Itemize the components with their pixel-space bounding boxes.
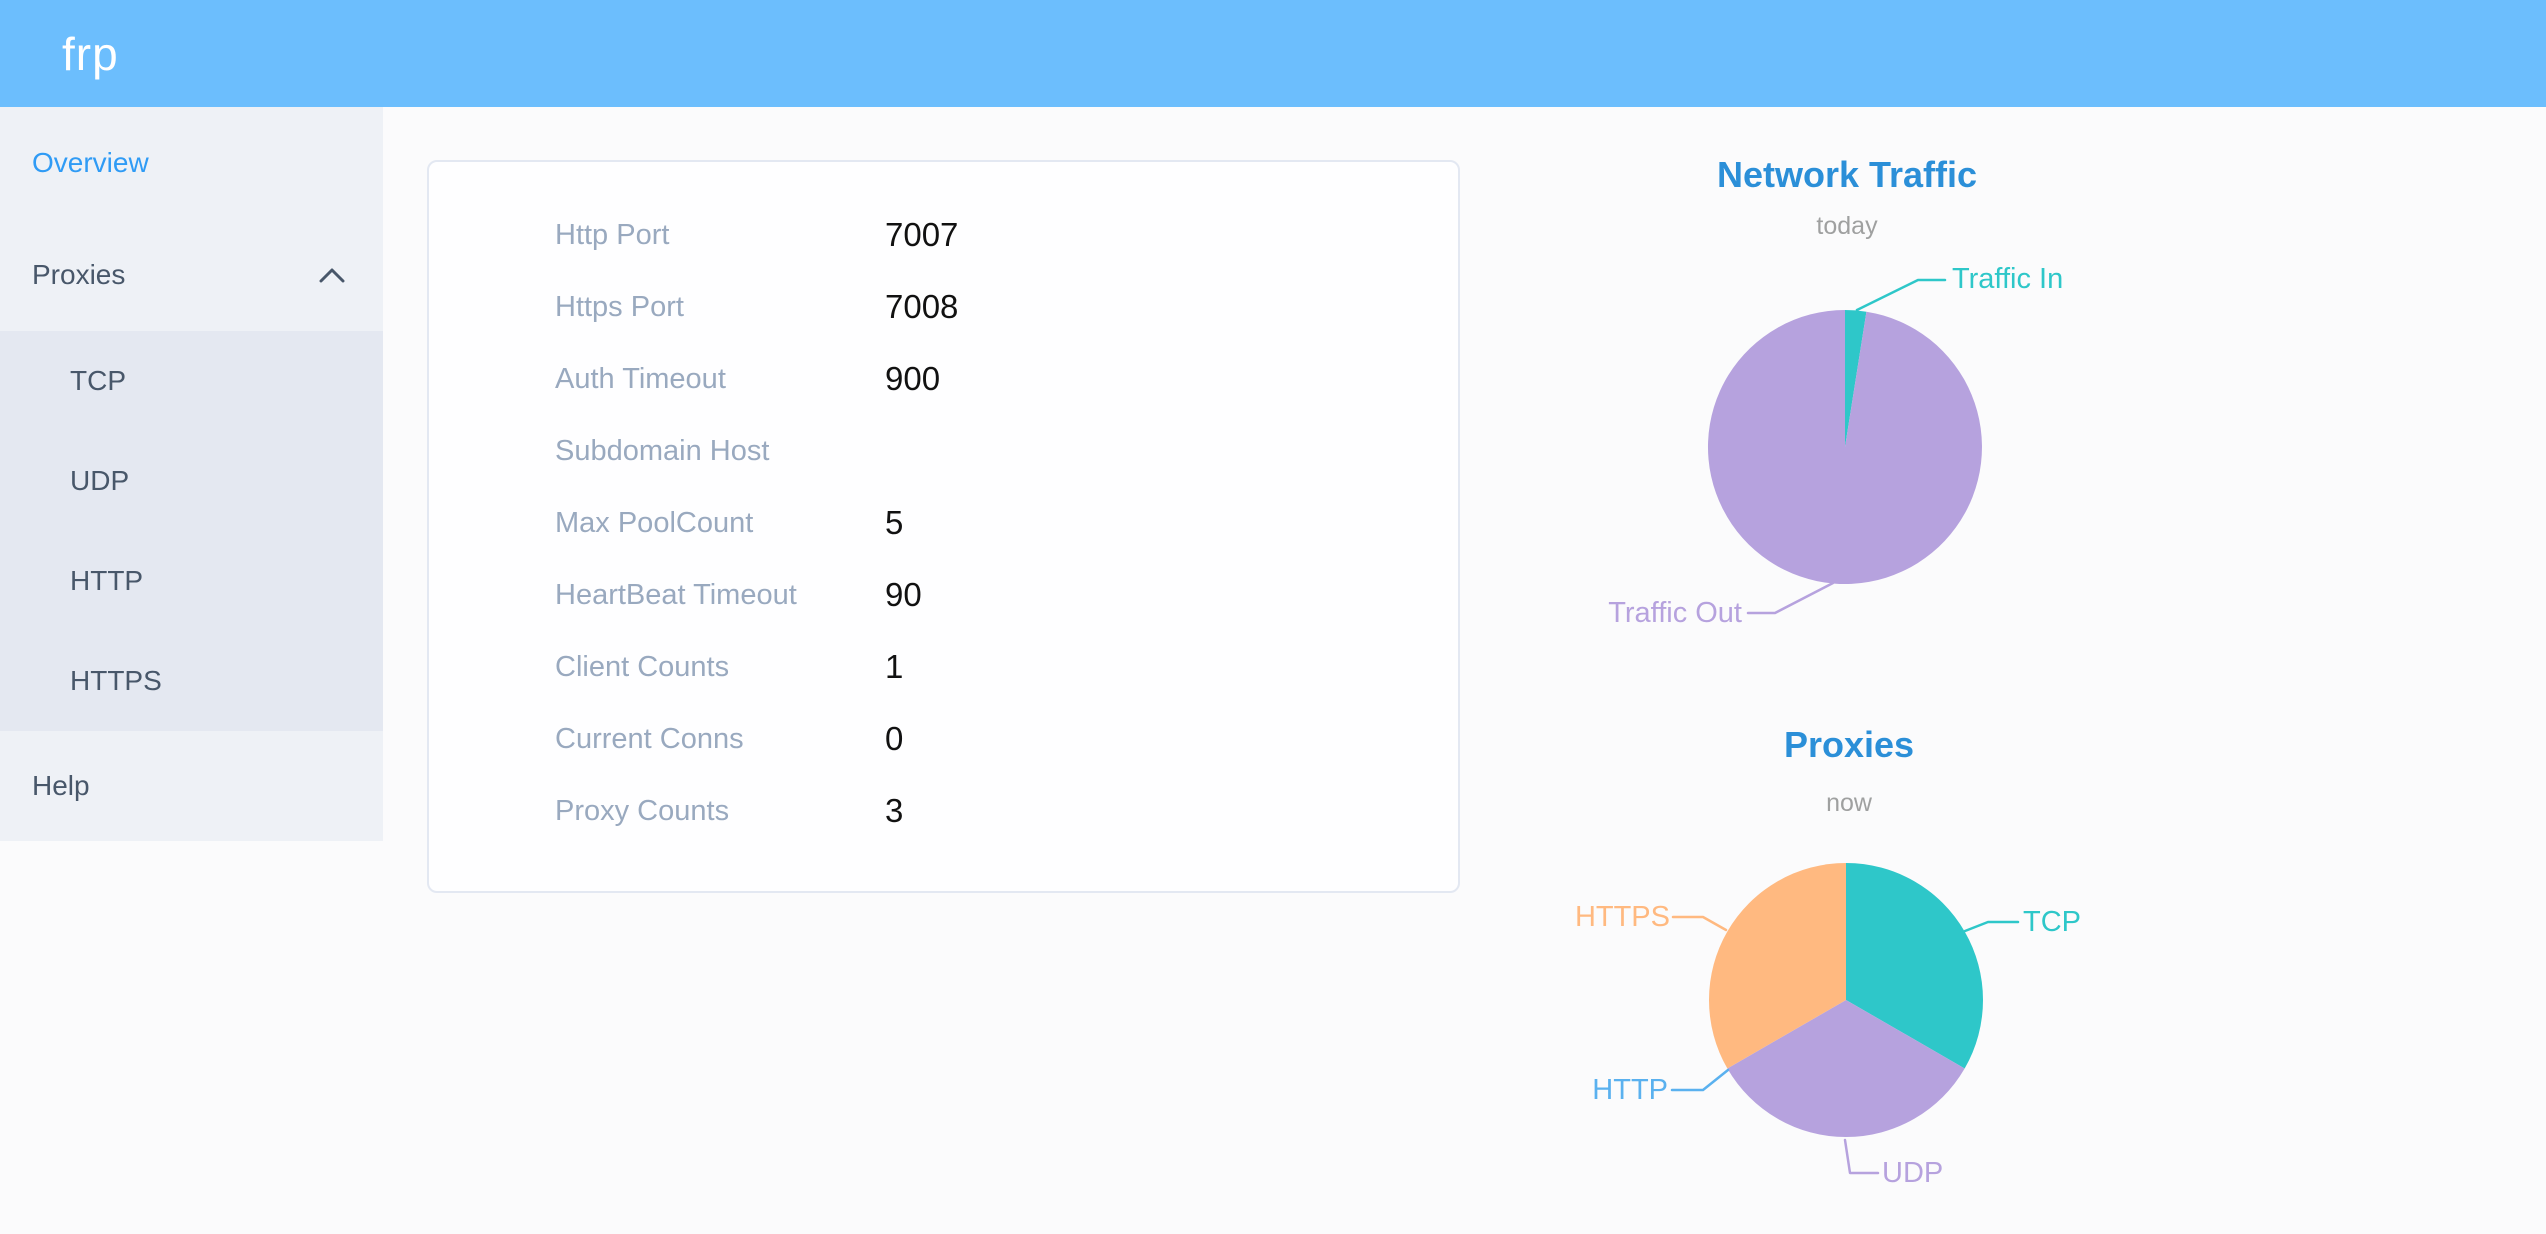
- table-row: Current Conns 0: [429, 703, 1458, 775]
- chevron-up-icon: [319, 259, 345, 291]
- config-label: HeartBeat Timeout: [555, 578, 797, 611]
- chart-title-proxies: Proxies: [1783, 724, 1915, 765]
- sidebar-item-overview[interactable]: Overview: [0, 107, 383, 219]
- pie-slice-https[interactable]: [1708, 863, 1846, 1069]
- config-value: 7008: [885, 288, 959, 325]
- proxies-pie-chart[interactable]: [1701, 855, 1991, 1145]
- pie-label-http: HTTP: [1592, 1074, 1668, 1106]
- config-value: 5: [885, 504, 904, 541]
- pie-slice-tcp[interactable]: [1846, 863, 1984, 1069]
- config-card: Http Port 7007 Https Port 7008 Auth Timeout 9…: [427, 160, 1460, 893]
- config-value: 900: [885, 360, 941, 397]
- sidebar-item-label: HTTPS: [70, 665, 162, 696]
- config-label: Https Port: [555, 290, 684, 323]
- table-row: Proxy Counts 3: [429, 775, 1458, 847]
- config-label: Http Port: [555, 218, 670, 251]
- sidebar-item-proxies[interactable]: Proxies: [0, 219, 383, 331]
- pie-label-traffic-out: Traffic Out: [1608, 597, 1742, 629]
- sidebar-item-https[interactable]: HTTPS: [0, 631, 383, 731]
- pie-label-https: HTTPS: [1574, 901, 1670, 933]
- sidebar-item-udp[interactable]: UDP: [0, 431, 383, 531]
- table-row: Http Port 7007: [429, 199, 1458, 271]
- app-header: frp: [0, 0, 2546, 107]
- table-row: Client Counts 1: [429, 631, 1458, 703]
- config-value: 0: [885, 720, 904, 757]
- config-label: Subdomain Host: [555, 434, 770, 467]
- sidebar-item-tcp[interactable]: TCP: [0, 331, 383, 431]
- table-row: Https Port 7008: [429, 271, 1458, 343]
- config-label: Auth Timeout: [555, 362, 726, 395]
- sidebar-item-label: Proxies: [32, 259, 126, 290]
- sidebar-item-label: HTTP: [70, 565, 144, 596]
- pie-label-udp: UDP: [1882, 1157, 1944, 1189]
- sidebar-item-label: Overview: [32, 147, 149, 178]
- pie-label-tcp: TCP: [2023, 906, 2081, 938]
- network-traffic-pie-chart[interactable]: [1700, 302, 1990, 592]
- sidebar-item-help[interactable]: Help: [0, 731, 383, 841]
- table-row: Max PoolCount 5: [429, 487, 1458, 559]
- sidebar: Overview Proxies TCP UDP HTTP HTTPS Help: [0, 107, 383, 841]
- config-label: Client Counts: [555, 650, 730, 683]
- config-value: 3: [885, 792, 904, 829]
- pie-slice-traffic-out[interactable]: [1707, 310, 1982, 584]
- sidebar-item-label: Help: [32, 770, 90, 801]
- chart-subtitle-proxies: now: [1826, 789, 1872, 817]
- sidebar-item-http[interactable]: HTTP: [0, 531, 383, 631]
- sidebar-submenu-proxies: TCP UDP HTTP HTTPS: [0, 331, 383, 731]
- config-value: 90: [885, 576, 922, 613]
- table-row: Auth Timeout 900: [429, 343, 1458, 415]
- chart-title-network-traffic: Network Traffic: [1716, 154, 1978, 195]
- pie-slice-udp[interactable]: [1727, 1000, 1965, 1138]
- table-row: HeartBeat Timeout 90: [429, 559, 1458, 631]
- config-label: Proxy Counts: [555, 794, 730, 827]
- chart-subtitle-network-traffic: today: [1816, 212, 1878, 240]
- app-logo: frp: [62, 27, 119, 80]
- config-table: Http Port 7007 Https Port 7008 Auth Timeout 9…: [429, 199, 1458, 847]
- config-value: 1: [885, 648, 904, 685]
- config-label: Current Conns: [555, 722, 744, 755]
- config-value: 7007: [885, 216, 959, 253]
- pie-label-traffic-in: Traffic In: [1952, 263, 2064, 295]
- pie-slice-traffic-in[interactable]: [1845, 310, 1867, 447]
- config-label: Max PoolCount: [555, 506, 754, 539]
- table-row: Subdomain Host: [429, 415, 1458, 487]
- sidebar-item-label: TCP: [70, 365, 126, 396]
- sidebar-item-label: UDP: [70, 465, 130, 496]
